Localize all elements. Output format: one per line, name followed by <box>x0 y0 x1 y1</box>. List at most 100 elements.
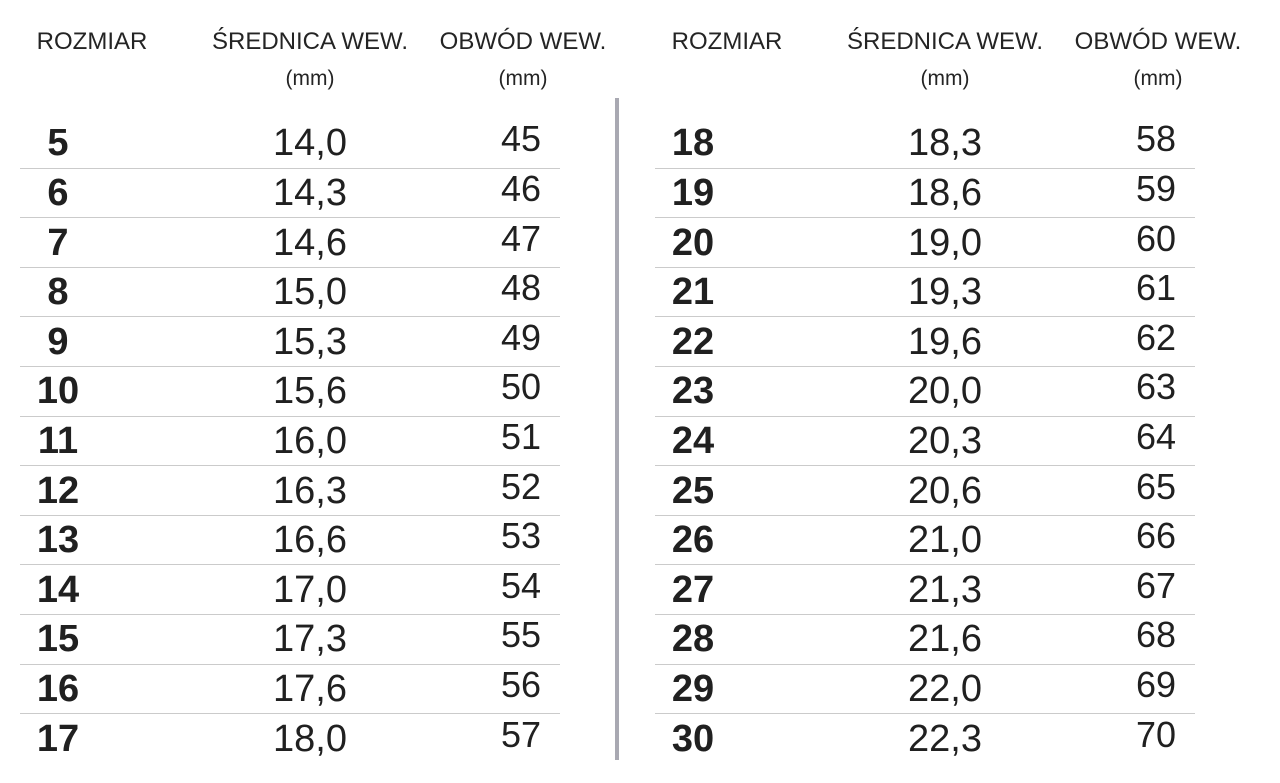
diameter-value: 20,0 <box>908 370 982 413</box>
size-value: 16 <box>36 668 80 710</box>
diameter-value: 14,3 <box>273 171 347 214</box>
circumference-value: 67 <box>1135 564 1177 606</box>
table-row: 21 19,3 61 <box>655 268 1195 318</box>
table-row: 23 20,0 63 <box>655 367 1195 417</box>
size-value: 10 <box>36 370 80 413</box>
table-row: 5 14,0 45 <box>20 119 560 169</box>
header-rozmiar: ROZMIAR <box>36 28 148 55</box>
diameter-value: 17,6 <box>273 668 347 710</box>
diameter-value: 14,6 <box>273 221 347 264</box>
diameter-value: 19,3 <box>908 271 982 314</box>
table-row: 6 14,3 46 <box>20 169 560 219</box>
size-value: 12 <box>36 469 80 512</box>
size-value: 24 <box>671 419 715 462</box>
diameter-value: 15,3 <box>273 320 347 363</box>
diameter-value: 18,0 <box>273 717 347 760</box>
vertical-divider <box>615 98 619 760</box>
circumference-value: 68 <box>1135 614 1177 656</box>
circumference-value: 64 <box>1135 415 1177 457</box>
diameter-value: 17,3 <box>273 618 347 661</box>
header-rozmiar: ROZMIAR <box>671 28 783 55</box>
size-value: 13 <box>36 519 80 562</box>
diameter-value: 20,6 <box>908 469 982 512</box>
table-row: 12 16,3 52 <box>20 466 560 516</box>
size-value: 28 <box>671 618 715 661</box>
diameter-value: 15,6 <box>273 370 347 413</box>
header-obwod-label: OBWÓD WEW. <box>439 28 607 55</box>
size-value: 14 <box>36 568 80 611</box>
table-row: 24 20,3 64 <box>655 417 1195 467</box>
size-value: 9 <box>47 320 69 363</box>
table-row: 27 21,3 67 <box>655 564 1195 616</box>
size-value: 21 <box>671 271 715 314</box>
circumference-value: 49 <box>500 316 542 358</box>
circumference-value: 54 <box>500 564 542 606</box>
diameter-value: 19,6 <box>908 320 982 363</box>
table-header: ROZMIAR ŚREDNICA WEW. (mm) OBWÓD WEW. (m… <box>20 0 607 119</box>
circumference-value: 55 <box>500 614 542 656</box>
table-row: 20 19,0 60 <box>655 218 1195 268</box>
circumference-value: 60 <box>1135 217 1177 259</box>
size-value: 23 <box>671 370 715 413</box>
circumference-value: 48 <box>500 267 542 309</box>
table-header: ROZMIAR ŚREDNICA WEW. (mm) OBWÓD WEW. (m… <box>655 0 1242 119</box>
diameter-value: 21,6 <box>908 618 982 661</box>
table-row: 29 22,0 69 <box>655 665 1195 715</box>
size-value: 29 <box>671 668 715 710</box>
table-row: 16 17,6 56 <box>20 665 560 715</box>
circumference-value: 47 <box>500 217 542 259</box>
header-srednica-unit: (mm) <box>285 67 335 90</box>
size-value: 5 <box>47 122 69 165</box>
diameter-value: 18,3 <box>908 122 982 165</box>
diameter-value: 14,0 <box>273 122 347 165</box>
size-value: 7 <box>47 221 69 264</box>
header-srednica-unit: (mm) <box>920 67 970 90</box>
table-row: 7 14,6 47 <box>20 218 560 268</box>
diameter-value: 18,6 <box>908 171 982 214</box>
table-body: 5 14,0 45 6 14,3 46 7 14,6 47 8 15,0 48 9 15,3 49 10 15,… <box>20 119 560 763</box>
circumference-value: 53 <box>500 515 542 557</box>
header-obwod-unit: (mm) <box>1133 67 1183 90</box>
diameter-value: 16,3 <box>273 469 347 512</box>
diameter-value: 21,3 <box>908 568 982 611</box>
diameter-value: 20,3 <box>908 419 982 462</box>
diameter-value: 16,6 <box>273 519 347 562</box>
table-row: 18 18,3 58 <box>655 119 1195 169</box>
size-value: 15 <box>36 618 80 661</box>
circumference-value: 62 <box>1135 316 1177 358</box>
header-obwod-label: OBWÓD WEW. <box>1074 28 1242 55</box>
header-obwod-unit: (mm) <box>498 67 548 90</box>
table-row: 17 18,0 57 <box>20 714 560 763</box>
size-value: 30 <box>671 717 715 760</box>
size-value: 8 <box>47 271 69 314</box>
ring-size-table-5-17: ROZMIAR ŚREDNICA WEW. (mm) OBWÓD WEW. (m… <box>20 0 607 763</box>
table-row: 25 20,6 65 <box>655 466 1195 516</box>
circumference-value: 59 <box>1135 167 1177 209</box>
size-value: 18 <box>671 122 715 165</box>
diameter-value: 22,0 <box>908 668 982 710</box>
table-row: 28 21,6 68 <box>655 615 1195 665</box>
table-row: 11 16,0 51 <box>20 417 560 467</box>
circumference-value: 57 <box>500 713 542 755</box>
table-row: 22 19,6 62 <box>655 316 1195 368</box>
table-row: 10 15,6 50 <box>20 367 560 417</box>
table-row: 13 16,6 53 <box>20 516 560 566</box>
header-srednica-label: ŚREDNICA WEW. <box>211 28 409 55</box>
header-srednica-label: ŚREDNICA WEW. <box>846 28 1044 55</box>
diameter-value: 15,0 <box>273 271 347 314</box>
table-row: 8 15,0 48 <box>20 268 560 318</box>
table-row: 9 15,3 49 <box>20 316 560 368</box>
circumference-value: 69 <box>1135 664 1177 705</box>
ring-size-table-18-30: ROZMIAR ŚREDNICA WEW. (mm) OBWÓD WEW. (m… <box>655 0 1242 760</box>
circumference-value: 56 <box>500 664 542 705</box>
circumference-value: 52 <box>500 465 542 507</box>
circumference-value: 58 <box>1135 118 1177 160</box>
size-value: 6 <box>47 171 69 214</box>
size-value: 27 <box>671 568 715 611</box>
header-obwod: OBWÓD WEW. (mm) <box>1074 28 1242 90</box>
size-value: 19 <box>671 171 715 214</box>
circumference-value: 45 <box>500 118 542 160</box>
diameter-value: 17,0 <box>273 568 347 611</box>
diameter-value: 22,3 <box>908 717 982 760</box>
